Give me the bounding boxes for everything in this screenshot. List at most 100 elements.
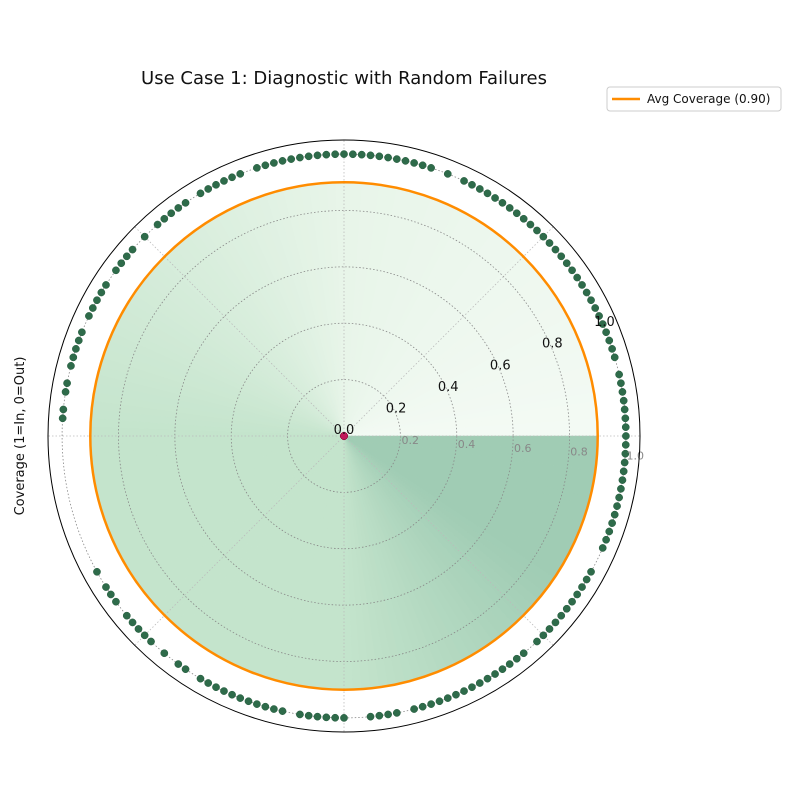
coverage-point-in [122, 611, 131, 620]
coverage-point-in [85, 312, 93, 320]
theta-grid-line [134, 435, 345, 646]
coverage-point-in [608, 519, 616, 527]
coverage-point-in [617, 484, 625, 493]
coverage-point-in [261, 702, 270, 711]
r-tick-label: 0.4 [438, 380, 459, 395]
coverage-point-in [620, 405, 629, 414]
r-tick-label: 0.0 [334, 423, 355, 438]
coverage-point-in [427, 700, 435, 708]
coverage-point-in [526, 220, 535, 229]
coverage-point-in [483, 189, 492, 198]
secondary-tick-label: 0.2 [401, 434, 419, 447]
coverage-point-in [212, 180, 220, 189]
coverage-point-in [551, 618, 560, 627]
coverage-point-in [418, 702, 427, 711]
coverage-point-in [181, 665, 190, 674]
coverage-point-in [545, 239, 554, 247]
coverage-point-in [181, 198, 190, 207]
coverage-point-in [261, 161, 270, 170]
coverage-point-in [357, 150, 366, 159]
coverage-point-in [88, 304, 97, 312]
coverage-point-in [410, 159, 418, 167]
coverage-point-in [59, 405, 68, 414]
coverage-point-in [228, 173, 236, 182]
coverage-point-in [587, 296, 595, 305]
coverage-point-in [427, 164, 435, 172]
coverage-point-in [128, 245, 137, 254]
coverage-point-in [313, 712, 322, 721]
coverage-point-in [58, 414, 67, 423]
coverage-point-in [619, 396, 628, 405]
coverage-point-in [375, 711, 384, 720]
coverage-point-in [392, 709, 401, 717]
coverage-point-in [610, 510, 619, 519]
coverage-point-in [153, 220, 162, 229]
coverage-point-in [573, 273, 582, 282]
coverage-point-in [539, 232, 548, 241]
coverage-point-in [228, 690, 236, 699]
coverage-point-in [519, 649, 528, 658]
coverage-point-in [220, 687, 228, 695]
r-tick-label: 0.2 [386, 401, 407, 416]
coverage-point-in [533, 226, 541, 235]
coverage-point-in [595, 312, 603, 320]
coverage-point-in [621, 449, 630, 458]
coverage-point-in [505, 660, 514, 668]
coverage-point-in [620, 458, 629, 467]
coverage-point-in [568, 597, 576, 606]
coverage-point-in [512, 209, 521, 218]
coverage-point-in [392, 155, 401, 163]
coverage-point-in [562, 259, 571, 268]
coverage-point-in [605, 527, 614, 536]
avg-coverage-line [89, 181, 599, 691]
legend: Avg Coverage (0.90) [606, 86, 782, 112]
coverage-point-in [270, 159, 278, 167]
r-tick-label: 1.0 [594, 315, 615, 330]
coverage-point-in [278, 157, 287, 165]
coverage-point-in [117, 259, 126, 268]
coverage-point-in [322, 713, 331, 722]
coverage-point-in [505, 204, 514, 212]
theta-grid-line [134, 226, 345, 437]
coverage-point-in [418, 161, 427, 170]
coverage-point-in [598, 320, 607, 328]
theta-grid-line [343, 435, 554, 646]
coverage-point-in [97, 288, 106, 297]
coverage-point-in [483, 674, 492, 683]
coverage-point-in [443, 694, 452, 702]
coverage-point-in [621, 423, 630, 431]
coverage-point-in [106, 590, 115, 599]
coverage-point-in [384, 710, 392, 719]
secondary-tick-label: 1.0 [626, 450, 644, 463]
r-tick-label: 0.6 [490, 358, 511, 373]
coverage-point-in [582, 288, 591, 297]
coverage-point-in [562, 604, 571, 613]
coverage-point-in [460, 687, 468, 695]
coverage-point-in [545, 625, 554, 633]
coverage-point-in [174, 660, 183, 668]
theta-grid-line [343, 226, 554, 437]
coverage-point-in [452, 690, 460, 699]
coverage-point-in [134, 625, 143, 633]
coverage-point-in [174, 204, 183, 212]
coverage-point-in [468, 683, 476, 692]
coverage-point-in [61, 388, 70, 396]
y-axis-label: Coverage (1=In, 0=Out) [13, 357, 28, 516]
coverage-point-in [587, 567, 595, 576]
coverage-point-in [349, 150, 357, 159]
coverage-point-in [212, 683, 220, 692]
coverage-point-in [140, 232, 149, 241]
coverage-fill [90, 182, 598, 690]
coverage-point-in [610, 353, 619, 362]
coverage-point-in [160, 649, 169, 658]
coverage-point-in [498, 198, 507, 207]
chart-title: Use Case 1: Diagnostic with Random Failu… [141, 68, 547, 89]
coverage-point-in [435, 697, 444, 706]
coverage-point-in [621, 414, 630, 423]
coverage-point-in [539, 631, 548, 640]
coverage-point-in [533, 637, 541, 646]
coverage-point-in [69, 353, 78, 362]
coverage-point-in [236, 170, 245, 178]
coverage-point-in [613, 502, 621, 510]
